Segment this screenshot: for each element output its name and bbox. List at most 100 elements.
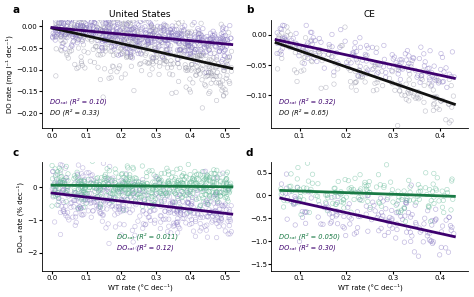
Point: [119, 24, 127, 29]
Point: [135, 23, 143, 27]
Point: [133, 22, 141, 26]
Point: [53, 34, 60, 39]
Point: [337, 210, 344, 215]
Point: [448, 105, 456, 110]
Point: [130, 46, 138, 51]
Point: [79, 7, 86, 11]
Point: [182, 48, 189, 53]
Point: [160, 22, 168, 27]
Point: [377, 226, 385, 231]
Point: [82, 32, 90, 37]
Point: [74, 206, 82, 210]
Point: [214, 201, 221, 206]
Point: [57, 16, 65, 21]
Point: [202, 50, 210, 54]
Point: [109, 187, 117, 192]
Point: [346, 222, 354, 226]
Point: [125, 38, 132, 43]
Point: [164, 29, 171, 33]
Point: [58, 28, 65, 33]
Point: [190, 229, 197, 233]
Point: [90, 9, 98, 13]
Point: [217, 83, 225, 88]
Point: [193, 176, 201, 181]
Point: [73, 193, 81, 198]
Point: [181, 177, 188, 182]
Point: [447, 223, 454, 228]
Point: [428, 223, 436, 228]
Point: [216, 219, 224, 224]
Point: [108, 45, 115, 49]
Point: [156, 43, 164, 48]
Point: [102, 190, 109, 195]
Point: [278, 31, 286, 35]
Point: [102, 13, 109, 18]
Point: [82, 192, 90, 197]
Point: [176, 31, 183, 36]
Point: [445, 274, 453, 279]
Point: [156, 179, 164, 184]
Point: [424, 230, 432, 235]
Point: [221, 195, 229, 200]
Point: [283, 195, 291, 200]
Point: [155, 34, 163, 39]
Point: [424, 70, 431, 75]
Point: [110, 42, 118, 46]
Point: [203, 223, 210, 228]
Point: [370, 60, 378, 65]
Point: [82, 183, 90, 188]
Point: [91, 60, 98, 65]
Point: [167, 62, 174, 67]
Point: [151, 38, 158, 43]
Point: [94, 194, 101, 199]
Point: [142, 53, 149, 58]
Point: [142, 30, 149, 35]
Point: [115, 32, 123, 37]
Point: [189, 178, 197, 183]
Point: [103, 207, 110, 211]
Point: [196, 31, 204, 36]
Point: [311, 53, 319, 58]
Point: [393, 202, 401, 206]
Point: [165, 172, 173, 177]
Point: [119, 208, 127, 213]
Point: [104, 181, 112, 186]
Point: [128, 35, 136, 40]
Point: [401, 219, 409, 224]
Point: [134, 39, 141, 44]
Point: [371, 64, 379, 69]
Point: [184, 200, 191, 205]
Point: [382, 75, 389, 80]
Point: [311, 47, 319, 52]
Point: [75, 180, 82, 185]
Point: [201, 45, 208, 49]
Point: [204, 41, 211, 45]
Point: [118, 31, 126, 36]
Point: [100, 174, 108, 179]
Point: [127, 33, 134, 38]
Point: [333, 59, 341, 64]
Point: [120, 34, 128, 38]
Point: [144, 38, 152, 43]
Point: [103, 38, 110, 43]
Point: [161, 58, 168, 63]
Point: [415, 96, 422, 101]
Point: [197, 203, 204, 208]
Point: [156, 26, 164, 30]
Point: [144, 181, 151, 186]
Point: [132, 38, 139, 43]
Point: [212, 65, 219, 70]
Point: [114, 37, 121, 42]
Point: [180, 216, 188, 221]
Point: [206, 89, 214, 94]
Point: [426, 231, 433, 236]
Point: [62, 204, 70, 209]
Point: [104, 222, 112, 226]
Point: [307, 30, 314, 35]
Point: [119, 188, 127, 193]
Point: [330, 82, 338, 86]
Point: [103, 175, 111, 180]
Point: [149, 185, 157, 190]
Point: [292, 31, 300, 36]
Point: [285, 189, 293, 194]
